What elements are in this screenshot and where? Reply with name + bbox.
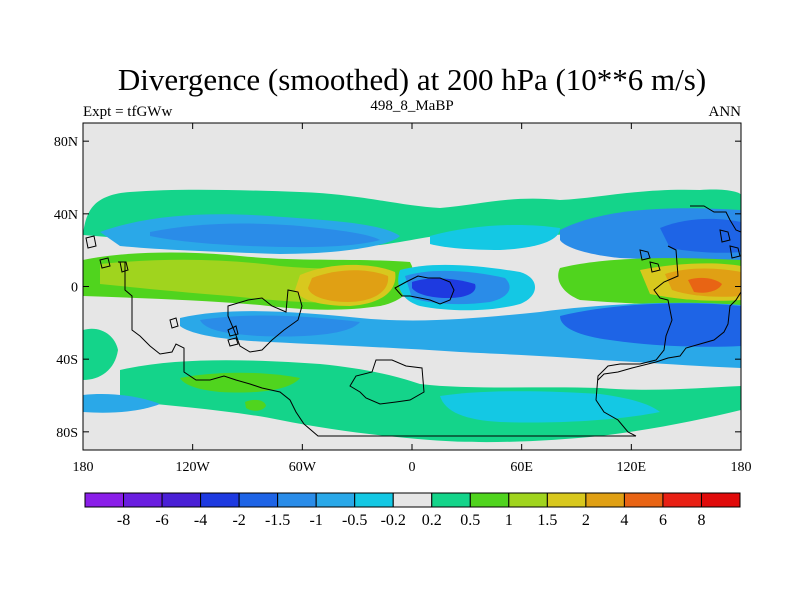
colorbar-swatch	[700, 492, 741, 508]
x-tick-label: 60W	[289, 460, 317, 475]
colorbar: -8 -6 -4 -2 -1.5 -1 -0.5 -0.2 0.2 0.5 1 1.5 2 4 6 8	[84, 492, 741, 529]
x-tick-label: 180	[731, 460, 752, 475]
x-tick-label: 180	[73, 460, 94, 475]
colorbar-swatch	[123, 492, 163, 508]
y-tick-label: 40N	[54, 208, 78, 223]
left-string: Expt = tfGWw	[83, 104, 172, 120]
colorbar-label: -0.5	[342, 512, 367, 529]
field-nh-darkblue-band	[150, 223, 380, 248]
x-tick-label: 0	[409, 460, 416, 475]
colorbar-label: 8	[697, 512, 705, 529]
colorbar-label: 2	[582, 512, 590, 529]
colorbar-label: -4	[194, 512, 207, 529]
plot-area	[83, 123, 741, 450]
x-tick-label: 120W	[176, 460, 211, 475]
center-string: 498_8_MaBP	[370, 98, 453, 114]
colorbar-label: -1.5	[265, 512, 290, 529]
y-tick-label: 40S	[56, 353, 78, 368]
colorbar-label: -2	[232, 512, 245, 529]
colorbar-swatch	[277, 492, 317, 508]
coast-indonesia	[639, 249, 661, 273]
right-string: ANN	[709, 104, 742, 120]
colorbar-swatch	[161, 492, 202, 508]
colorbar-label: 1.5	[537, 512, 557, 529]
colorbar-swatch	[508, 492, 548, 508]
y-axis: 80N 40N 0 40S 80S	[54, 135, 741, 441]
coast-asia	[690, 205, 741, 233]
coast-australia	[597, 291, 741, 381]
colorbar-label: -0.2	[381, 512, 406, 529]
y-tick-label: 80N	[54, 135, 78, 150]
field-western-pacific-sh	[83, 328, 118, 380]
colorbar-swatch	[315, 492, 356, 508]
colorbar-swatch	[392, 492, 433, 508]
colorbar-swatch	[469, 492, 510, 508]
field-sh-small-green	[245, 399, 266, 411]
field-western-pacific-sh-blue	[83, 394, 160, 413]
field-sh-lightgreen	[180, 372, 300, 393]
coast-americas	[118, 261, 350, 437]
colorbar-label: -8	[117, 512, 130, 529]
field-wpac-core	[688, 277, 722, 293]
colorbar-swatch	[546, 492, 587, 508]
coast-small-islands	[169, 317, 239, 347]
y-tick-label: 80S	[56, 426, 78, 441]
field-nh-light-cyan	[430, 224, 560, 250]
chart-title: Divergence (smoothed) at 200 hPa (10**6 …	[118, 62, 706, 97]
coast-africa	[394, 275, 455, 305]
colorbar-label: 0.5	[460, 512, 480, 529]
x-tick-label: 120E	[617, 460, 647, 475]
field-sh-lightblue	[440, 391, 660, 423]
coast-east-asia	[595, 245, 679, 437]
field-africa-core	[412, 278, 476, 298]
colorbar-swatch	[200, 492, 240, 508]
colorbar-swatch	[623, 492, 664, 508]
field-sh-midblue	[200, 315, 360, 337]
colorbar-label: 6	[659, 512, 667, 529]
colorbar-swatch	[662, 492, 702, 508]
coast-pacific-islands	[719, 229, 741, 259]
colorbar-label: 1	[505, 512, 513, 529]
colorbar-label: -1	[310, 512, 323, 529]
coast-antarctic-peninsula	[349, 359, 425, 405]
x-axis: 180 120W 60W 0 60E 120E 180	[73, 123, 752, 475]
x-tick-label: 60E	[510, 460, 533, 475]
colorbar-swatch	[354, 492, 394, 508]
colorbar-label: 0.2	[422, 512, 442, 529]
colorbar-swatch	[585, 492, 625, 508]
colorbar-swatch	[84, 492, 125, 508]
colorbar-label: -6	[155, 512, 168, 529]
coast-south-america	[227, 289, 303, 353]
y-tick-label: 0	[71, 281, 78, 296]
coast-western-pacific-islands	[85, 235, 129, 273]
colorbar-label: 4	[620, 512, 628, 529]
field-sh-darkblue	[560, 303, 741, 347]
field-east-asia-darkblue	[660, 218, 741, 253]
colorbar-swatch	[238, 492, 279, 508]
coastlines	[85, 205, 741, 437]
colorbar-swatch	[431, 492, 471, 508]
field-sa-core	[308, 270, 389, 302]
